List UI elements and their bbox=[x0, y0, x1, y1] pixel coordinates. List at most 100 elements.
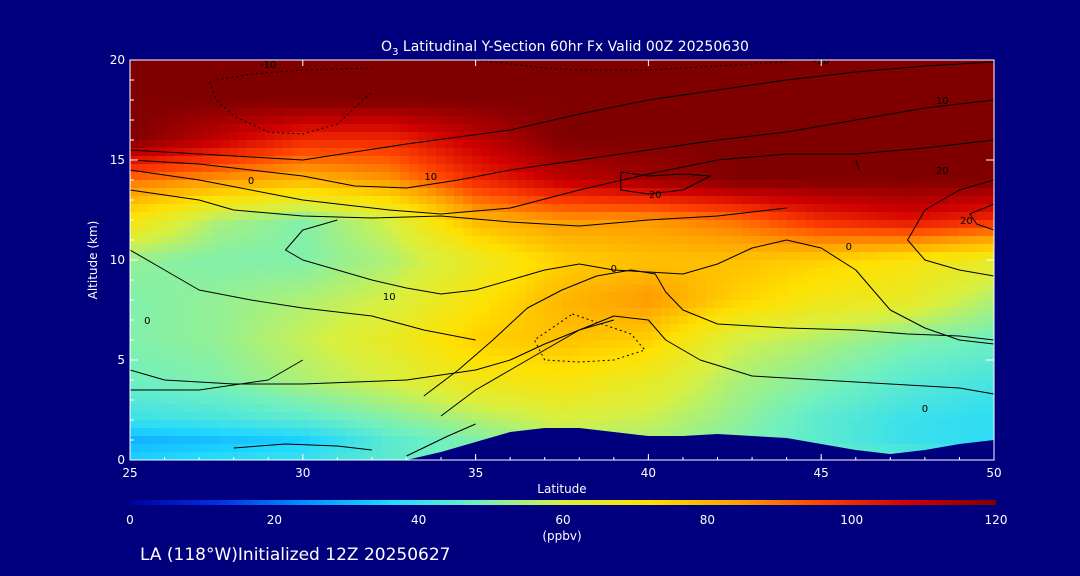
heatmap-cell bbox=[841, 132, 851, 141]
heatmap-cell bbox=[625, 244, 635, 253]
heatmap-cell bbox=[958, 196, 968, 205]
heatmap-cell bbox=[958, 316, 968, 325]
heatmap-cell bbox=[634, 164, 644, 173]
heatmap-cell bbox=[913, 252, 923, 261]
heatmap-cell bbox=[166, 340, 176, 349]
heatmap-cell bbox=[733, 156, 743, 165]
heatmap-cell bbox=[823, 108, 833, 117]
heatmap-cell bbox=[364, 268, 374, 277]
heatmap-cell bbox=[526, 276, 536, 285]
heatmap-cell bbox=[976, 428, 986, 437]
heatmap-cell bbox=[553, 132, 563, 141]
heatmap-cell bbox=[211, 436, 221, 445]
heatmap-cell bbox=[454, 316, 464, 325]
heatmap-cell bbox=[517, 348, 527, 357]
heatmap-cell bbox=[310, 316, 320, 325]
heatmap-cell bbox=[769, 260, 779, 269]
heatmap-cell bbox=[247, 164, 257, 173]
heatmap-cell bbox=[859, 252, 869, 261]
heatmap-cell bbox=[328, 396, 338, 405]
heatmap-cell bbox=[688, 316, 698, 325]
heatmap-cell bbox=[526, 188, 536, 197]
heatmap-cell bbox=[805, 84, 815, 93]
heatmap-cell bbox=[517, 172, 527, 181]
heatmap-cell bbox=[508, 412, 518, 421]
heatmap-cell bbox=[922, 84, 932, 93]
heatmap-cell bbox=[742, 172, 752, 181]
heatmap-cell bbox=[661, 140, 671, 149]
heatmap-cell bbox=[526, 396, 536, 405]
heatmap-cell bbox=[787, 300, 797, 309]
heatmap-cell bbox=[463, 340, 473, 349]
heatmap-cell bbox=[346, 364, 356, 373]
heatmap-cell bbox=[382, 236, 392, 245]
heatmap-cell bbox=[319, 132, 329, 141]
heatmap-cell bbox=[742, 196, 752, 205]
heatmap-cell bbox=[418, 76, 428, 85]
heatmap-cell bbox=[283, 276, 293, 285]
heatmap-cell bbox=[868, 396, 878, 405]
heatmap-cell bbox=[382, 148, 392, 157]
heatmap-cell bbox=[229, 244, 239, 253]
heatmap-cell bbox=[904, 284, 914, 293]
heatmap-cell bbox=[472, 316, 482, 325]
heatmap-cell bbox=[445, 60, 455, 69]
heatmap-cell bbox=[409, 300, 419, 309]
heatmap-cell bbox=[985, 268, 994, 277]
heatmap-cell bbox=[328, 188, 338, 197]
heatmap-cell bbox=[895, 348, 905, 357]
heatmap-cell bbox=[157, 284, 167, 293]
heatmap-cell bbox=[643, 420, 653, 429]
heatmap-cell bbox=[238, 276, 248, 285]
colorbar-tick-label: 100 bbox=[840, 513, 863, 527]
heatmap-cell bbox=[499, 268, 509, 277]
heatmap-cell bbox=[571, 292, 581, 301]
heatmap-cell bbox=[886, 308, 896, 317]
heatmap-cell bbox=[391, 180, 401, 189]
heatmap-cell bbox=[157, 308, 167, 317]
heatmap-cell bbox=[922, 396, 932, 405]
heatmap-cell bbox=[193, 276, 203, 285]
heatmap-cell bbox=[841, 268, 851, 277]
heatmap-cell bbox=[904, 244, 914, 253]
heatmap-cell bbox=[166, 92, 176, 101]
heatmap-cell bbox=[328, 364, 338, 373]
heatmap-cell bbox=[967, 92, 977, 101]
heatmap-cell bbox=[751, 140, 761, 149]
heatmap-cell bbox=[913, 220, 923, 229]
heatmap-cell bbox=[643, 236, 653, 245]
heatmap-cell bbox=[220, 356, 230, 365]
heatmap-cell bbox=[409, 108, 419, 117]
heatmap-cell bbox=[463, 420, 473, 429]
heatmap-cell bbox=[895, 284, 905, 293]
heatmap-cell bbox=[409, 188, 419, 197]
heatmap-cell bbox=[436, 148, 446, 157]
heatmap-cell bbox=[643, 380, 653, 389]
heatmap-cell bbox=[616, 132, 626, 141]
heatmap-cell bbox=[859, 348, 869, 357]
heatmap-cell bbox=[229, 196, 239, 205]
heatmap-cell bbox=[499, 228, 509, 237]
heatmap-cell bbox=[517, 372, 527, 381]
heatmap-cell bbox=[247, 148, 257, 157]
heatmap-cell bbox=[310, 204, 320, 213]
heatmap-cell bbox=[130, 244, 140, 253]
heatmap-cell bbox=[643, 260, 653, 269]
heatmap-cell bbox=[859, 284, 869, 293]
heatmap-cell bbox=[571, 372, 581, 381]
heatmap-cell bbox=[337, 116, 347, 125]
heatmap-cell bbox=[589, 388, 599, 397]
heatmap-cell bbox=[409, 236, 419, 245]
heatmap-cell bbox=[949, 260, 959, 269]
heatmap-cell bbox=[661, 212, 671, 221]
heatmap-cell bbox=[841, 108, 851, 117]
heatmap-cell bbox=[454, 212, 464, 221]
heatmap-cell bbox=[238, 220, 248, 229]
heatmap-cell bbox=[661, 180, 671, 189]
heatmap-cell bbox=[364, 356, 374, 365]
heatmap-cell bbox=[715, 324, 725, 333]
heatmap-cell bbox=[400, 124, 410, 133]
heatmap-cell bbox=[913, 164, 923, 173]
heatmap-cell bbox=[931, 372, 941, 381]
heatmap-cell bbox=[823, 380, 833, 389]
